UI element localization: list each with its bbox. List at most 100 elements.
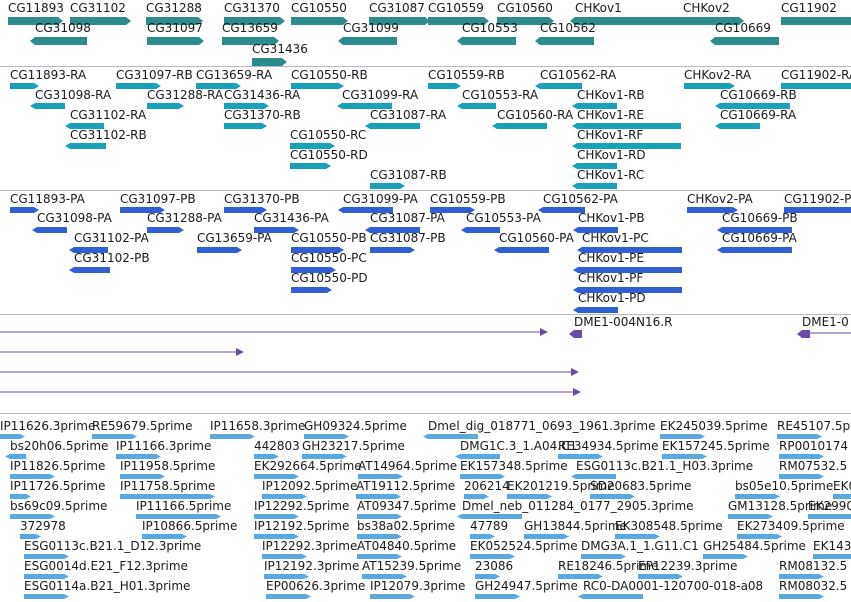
genes-feature-glyph[interactable] [781,16,851,26]
proteins-feature-label[interactable]: CG10550-PD [291,271,368,285]
est-feature-label[interactable]: IP12079.3prime [370,579,466,593]
proteins-feature-label[interactable]: CG10559-PB [430,192,506,206]
proteins-feature-label[interactable]: CG31087-PB [370,231,446,245]
est-feature-glyph[interactable] [833,493,851,500]
est-feature-glyph[interactable] [24,553,69,560]
transcripts-feature-label[interactable]: CG31087-RB [370,168,447,182]
est-feature-glyph[interactable] [254,453,279,460]
genes-feature-label[interactable]: CG10560 [497,1,553,15]
transcripts-feature-glyph[interactable] [572,122,681,130]
est-feature-label[interactable]: GH24947.5prime [475,579,578,593]
proteins-feature-glyph[interactable] [10,206,39,214]
proteins-feature-label[interactable]: CG31097-PB [120,192,196,206]
genes-feature-label[interactable]: CHKov1 [575,1,622,15]
transcripts-feature-label[interactable]: CG31102-RB [70,128,147,142]
est-feature-label[interactable]: IP11626.3prime [0,419,96,433]
proteins-feature-label[interactable]: CG10550-PB [291,231,367,245]
est-feature-label[interactable]: RE18246.5prime [558,559,659,573]
est-feature-label[interactable]: EK143 [813,539,851,553]
transcripts-feature-label[interactable]: CHKov1-RC [577,168,645,182]
proteins-feature-label[interactable]: CG31087-PA [370,211,445,225]
est-feature-glyph[interactable] [0,433,25,440]
est-feature-label[interactable]: 372978 [20,519,66,533]
est-feature-glyph[interactable] [507,493,552,500]
transcripts-feature-label[interactable]: CG31098-RA [35,88,112,102]
proteins-feature-label[interactable]: CHKov1-PE [578,251,644,265]
est-feature-glyph[interactable] [24,593,69,600]
transcripts-feature-glyph[interactable] [370,182,405,190]
genes-feature-label[interactable]: CG31097 [147,21,203,35]
est-feature-glyph[interactable] [590,493,635,500]
est-feature-label[interactable]: EK273409.5prime [737,519,845,533]
est-feature-glyph[interactable] [662,453,707,460]
est-feature-label[interactable]: EK052524.5prime [470,539,578,553]
proteins-feature-label[interactable]: CG31098-PA [37,211,112,225]
transcripts-feature-glyph[interactable] [715,102,790,110]
proteins-feature-glyph[interactable] [291,266,336,274]
genes-feature-glyph[interactable] [147,36,204,46]
genes-feature-label[interactable]: CG31288 [146,1,202,15]
est-feature-label[interactable]: EK157348.5prime [460,459,568,473]
est-feature-glyph[interactable] [558,573,603,580]
est-feature-label[interactable]: IP11958.5prime [120,459,216,473]
est-feature-glyph[interactable] [304,433,349,440]
est-feature-label[interactable]: IP11658.3prime [210,419,306,433]
est-feature-label[interactable]: GH13844.5prime [524,519,627,533]
genes-feature-label[interactable]: CG31087 [369,1,425,15]
est-feature-label[interactable]: Dmel_dig_018771_0693_1961.3prime [428,419,656,433]
est-feature-label[interactable]: RM07532.5 [779,459,848,473]
clone-span-line[interactable] [0,387,583,397]
genes-feature-glyph[interactable] [428,16,489,26]
transcripts-feature-label[interactable]: CG31436-RA [224,88,301,102]
transcripts-feature-label[interactable]: CG10550-RC [290,128,367,142]
est-feature-glyph[interactable] [120,473,165,480]
transcripts-feature-glyph[interactable] [65,142,106,150]
est-feature-label[interactable]: bs38a02.5prime [357,519,456,533]
est-feature-label[interactable]: ESG0014d.E21_F12.3prime [24,559,188,573]
est-feature-label[interactable]: EP12239.3prime [638,559,738,573]
est-feature-glyph[interactable] [638,573,683,580]
transcripts-feature-glyph[interactable] [224,122,267,130]
transcripts-feature-label[interactable]: CG31102-RA [70,108,147,122]
transcripts-feature-label[interactable]: CG10559-RB [428,68,505,82]
genes-feature-glyph[interactable] [457,36,516,46]
genes-feature-label[interactable]: CG31098 [35,21,91,35]
est-feature-glyph[interactable] [737,533,782,540]
transcripts-feature-glyph[interactable] [224,102,269,110]
proteins-feature-glyph[interactable] [573,226,618,234]
est-feature-label[interactable]: 206214 [464,479,510,493]
est-feature-glyph[interactable] [779,573,824,580]
transcripts-feature-glyph[interactable] [337,102,392,110]
transcripts-feature-glyph[interactable] [30,102,65,110]
clone-span-line[interactable] [0,327,550,337]
proteins-feature-label[interactable]: CG11893-PA [10,192,85,206]
est-feature-glyph[interactable] [777,433,822,440]
proteins-feature-label[interactable]: CG10560-PA [499,231,574,245]
est-feature-label[interactable]: RE45107.5p [777,419,851,433]
est-feature-glyph[interactable] [571,473,616,480]
transcripts-feature-label[interactable]: CHKov2-RA [684,68,752,82]
est-feature-label[interactable]: AT14964.5prime [358,459,458,473]
est-feature-glyph[interactable] [581,553,626,560]
est-feature-label[interactable]: IP11758.5prime [120,479,216,493]
est-feature-label[interactable]: ESG0114a.B21_H01.3prime [24,579,191,593]
est-feature-label[interactable]: bs69c09.5prime [10,499,108,513]
proteins-feature-glyph[interactable] [784,206,851,214]
transcripts-feature-label[interactable]: CG10669-RA [720,108,797,122]
est-feature-label[interactable]: IP12292.3prime [262,539,358,553]
genes-feature-label[interactable]: CG11893 [8,1,64,15]
est-feature-glyph[interactable] [524,533,569,540]
proteins-feature-label[interactable]: CG10669-PB [722,211,798,225]
est-feature-label[interactable]: AT15239.5prime [362,559,462,573]
genes-feature-label[interactable]: CHKov2 [683,1,730,15]
est-feature-glyph[interactable] [264,573,309,580]
proteins-feature-glyph[interactable] [69,246,108,254]
transcripts-feature-glyph[interactable] [10,82,39,90]
transcripts-feature-label[interactable]: CG10562-RA [540,68,617,82]
est-feature-glyph[interactable] [475,593,520,600]
proteins-feature-glyph[interactable] [573,306,618,314]
genes-feature-label[interactable]: CG10669 [715,21,771,35]
proteins-feature-label[interactable]: CG31099-PA [343,192,418,206]
est-feature-label[interactable]: bs05e10.5prime [735,479,834,493]
transcripts-feature-glyph[interactable] [684,82,735,90]
